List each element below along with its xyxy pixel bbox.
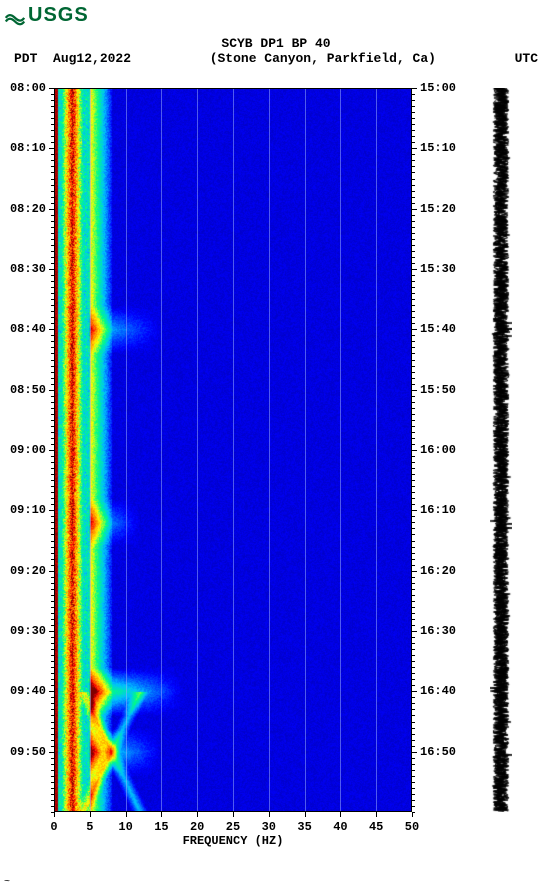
x-tick: 50 <box>405 820 419 834</box>
x-tick: 40 <box>333 820 347 834</box>
y-tick-utc: 16:10 <box>420 503 456 517</box>
y-tick-utc: 15:10 <box>420 141 456 155</box>
y-tick-pdt: 08:40 <box>10 322 46 336</box>
y-axis-utc: 15:0015:1015:2015:3015:4015:5016:0016:10… <box>412 88 466 812</box>
y-tick-pdt: 09:30 <box>10 624 46 638</box>
waveform-canvas <box>490 88 512 812</box>
usgs-logo: USGS <box>4 4 89 27</box>
location-label: (Stone Canyon, Parkfield, Ca) <box>210 51 436 66</box>
pdt-label: PDT Aug12,2022 <box>14 51 131 66</box>
y-tick-utc: 15:30 <box>420 262 456 276</box>
y-tick-utc: 16:20 <box>420 564 456 578</box>
y-axis-pdt: 08:0008:1008:2008:3008:4008:5009:0009:10… <box>0 88 54 812</box>
y-tick-pdt: 08:10 <box>10 141 46 155</box>
y-tick-utc: 16:50 <box>420 745 456 759</box>
y-tick-utc: 15:20 <box>420 202 456 216</box>
y-tick-utc: 16:00 <box>420 443 456 457</box>
y-tick-utc: 15:50 <box>420 383 456 397</box>
x-axis-frequency: FREQUENCY (HZ) 05101520253035404550 <box>54 812 412 852</box>
y-tick-utc: 16:30 <box>420 624 456 638</box>
station-title: SCYB DP1 BP 40 <box>0 36 552 51</box>
y-tick-pdt: 09:10 <box>10 503 46 517</box>
x-tick: 10 <box>118 820 132 834</box>
y-tick-pdt: 08:20 <box>10 202 46 216</box>
x-tick: 25 <box>226 820 240 834</box>
x-tick: 35 <box>297 820 311 834</box>
spectrogram-plot <box>54 88 412 812</box>
y-tick-utc: 16:40 <box>420 684 456 698</box>
waveform-strip <box>490 88 512 812</box>
y-tick-pdt: 08:00 <box>10 81 46 95</box>
y-tick-utc: 15:00 <box>420 81 456 95</box>
wave-icon <box>4 5 26 27</box>
y-tick-pdt: 09:40 <box>10 684 46 698</box>
y-tick-pdt: 08:50 <box>10 383 46 397</box>
x-tick: 45 <box>369 820 383 834</box>
y-tick-pdt: 09:00 <box>10 443 46 457</box>
x-axis-label: FREQUENCY (HZ) <box>54 834 412 848</box>
x-tick: 30 <box>262 820 276 834</box>
y-tick-pdt: 09:50 <box>10 745 46 759</box>
x-tick: 5 <box>86 820 93 834</box>
footer-mark: ~ <box>4 877 10 888</box>
utc-label: UTC <box>515 51 538 66</box>
y-tick-pdt: 08:30 <box>10 262 46 276</box>
x-tick: 0 <box>50 820 57 834</box>
chart-header: SCYB DP1 BP 40 PDT Aug12,2022 (Stone Can… <box>0 36 552 66</box>
x-tick: 20 <box>190 820 204 834</box>
y-tick-utc: 15:40 <box>420 322 456 336</box>
y-tick-pdt: 09:20 <box>10 564 46 578</box>
logo-text: USGS <box>28 4 89 27</box>
x-tick: 15 <box>154 820 168 834</box>
